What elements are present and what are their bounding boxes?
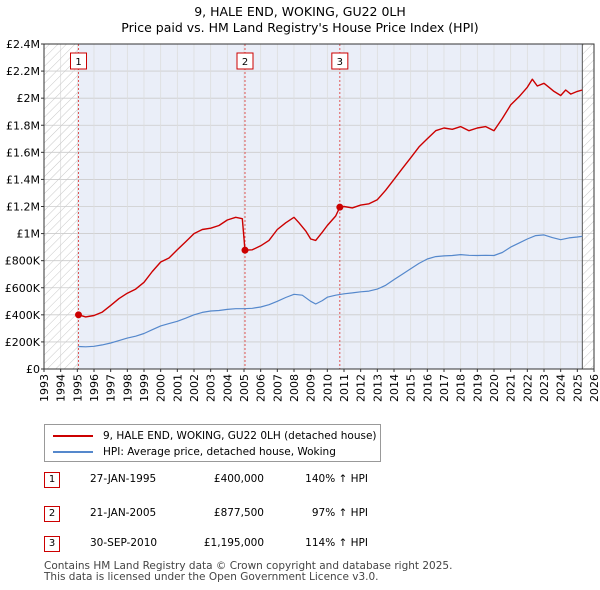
footer: Contains HM Land Registry data © Crown c… bbox=[44, 561, 452, 583]
y-tick-label: £200K bbox=[5, 336, 41, 349]
x-tick-label: 1993 bbox=[38, 374, 51, 402]
chart-subtitle: Price paid vs. HM Land Registry's House … bbox=[121, 20, 479, 35]
sale-marker-label: 2 bbox=[242, 57, 248, 68]
hatch-after-data bbox=[582, 44, 594, 369]
y-tick-label: £1.4M bbox=[6, 173, 40, 186]
x-tick-label: 2024 bbox=[555, 374, 568, 402]
x-tick-label: 2003 bbox=[205, 374, 218, 402]
sale-point bbox=[336, 203, 344, 211]
x-tick-label: 2008 bbox=[288, 374, 301, 402]
x-tick-label: 2005 bbox=[238, 374, 251, 402]
x-tick-label: 2000 bbox=[155, 374, 168, 402]
legend-item-property: 9, HALE END, WOKING, GU22 0LH (detached … bbox=[53, 428, 377, 444]
legend: 9, HALE END, WOKING, GU22 0LH (detached … bbox=[44, 424, 381, 462]
price-chart: 1 2 3 £0 £200K £400K £600K £800K £1M £1.2M £1.4M £… bbox=[5, 38, 600, 402]
x-tick-label: 2026 bbox=[588, 374, 600, 402]
sale-hpi-change: 97% ↑ HPI bbox=[311, 507, 368, 519]
sale-number-badge: 3 bbox=[44, 536, 60, 552]
hpi-line bbox=[78, 234, 583, 348]
x-tick-label: 2021 bbox=[505, 374, 518, 402]
x-tick-label: 2002 bbox=[188, 374, 201, 402]
y-tick-label: £1.2M bbox=[6, 201, 40, 214]
chart-title-block: 9, HALE END, WOKING, GU22 0LH Price paid… bbox=[0, 4, 600, 36]
sale-date: 30-SEP-2010 bbox=[90, 537, 158, 549]
sale-marker-label: 1 bbox=[75, 57, 81, 68]
x-tick-label: 1997 bbox=[105, 374, 118, 402]
y-tick-label: £400K bbox=[5, 309, 41, 322]
sale-row: 3 30-SEP-2010 £1,195,000 114% ↑ HPI bbox=[44, 536, 464, 556]
sale-row: 2 21-JAN-2005 £877,500 97% ↑ HPI bbox=[44, 506, 464, 526]
sale-marker-box bbox=[236, 52, 254, 70]
sale-number-badge: 2 bbox=[44, 506, 60, 522]
x-tick-label: 2012 bbox=[355, 374, 368, 402]
x-tick-label: 2018 bbox=[455, 374, 468, 402]
x-tick-label: 2010 bbox=[321, 374, 334, 402]
legend-swatch-property bbox=[53, 435, 93, 437]
sale-marker-box bbox=[70, 52, 87, 70]
y-tick-label: £600K bbox=[5, 282, 41, 295]
x-tick-label: 2007 bbox=[271, 374, 284, 402]
y-tick-label: £1.8M bbox=[6, 119, 40, 132]
x-tick-label: 1999 bbox=[138, 374, 151, 402]
x-tick-label: 2017 bbox=[438, 374, 451, 402]
x-tick-label: 2025 bbox=[571, 374, 584, 402]
x-tick-label: 2011 bbox=[338, 374, 351, 402]
y-tick-label: £2M bbox=[17, 92, 41, 105]
y-tick-label: £2.2M bbox=[6, 65, 40, 78]
sale-number-badge: 1 bbox=[44, 472, 60, 488]
x-tick-label: 2023 bbox=[538, 374, 551, 402]
sale-point bbox=[75, 311, 82, 319]
footer-copyright: Contains HM Land Registry data © Crown c… bbox=[44, 560, 453, 572]
x-tick-label: 2001 bbox=[171, 374, 184, 402]
x-tick-label: 2013 bbox=[371, 374, 384, 402]
x-tick-label: 1998 bbox=[121, 374, 134, 402]
x-tick-label: 2015 bbox=[405, 374, 418, 402]
x-tick-label: 2019 bbox=[471, 374, 484, 402]
legend-label-property: 9, HALE END, WOKING, GU22 0LH (detached … bbox=[103, 430, 377, 442]
hatch-before-data bbox=[44, 44, 79, 369]
y-tick-label: £800K bbox=[5, 255, 41, 268]
legend-item-hpi: HPI: Average price, detached house, Woki… bbox=[53, 444, 336, 460]
footer-licence: This data is licensed under the Open Gov… bbox=[44, 571, 379, 583]
x-tick-label: 1996 bbox=[88, 374, 101, 402]
property-price-line bbox=[78, 78, 583, 318]
x-tick-label: 1995 bbox=[71, 374, 84, 402]
x-tick-label: 2009 bbox=[305, 374, 318, 402]
x-tick-label: 2022 bbox=[521, 374, 534, 402]
sale-price: £1,195,000 bbox=[203, 537, 264, 549]
x-tick-label: 2004 bbox=[221, 374, 234, 402]
sale-date: 27-JAN-1995 bbox=[90, 473, 157, 485]
sale-price: £877,500 bbox=[213, 507, 264, 519]
x-tick-label: 2006 bbox=[255, 374, 268, 402]
sale-date: 21-JAN-2005 bbox=[90, 507, 157, 519]
legend-label-hpi: HPI: Average price, detached house, Woki… bbox=[103, 446, 336, 458]
x-tick-label: 1994 bbox=[55, 374, 68, 402]
y-tick-label: £1.6M bbox=[6, 146, 40, 159]
x-tick-label: 2016 bbox=[421, 374, 434, 402]
x-tick-label: 2020 bbox=[488, 374, 501, 402]
sale-marker-box bbox=[331, 52, 349, 70]
sale-hpi-change: 114% ↑ HPI bbox=[305, 537, 368, 549]
sale-price: £400,000 bbox=[213, 473, 264, 485]
sale-row: 1 27-JAN-1995 £400,000 140% ↑ HPI bbox=[44, 472, 464, 492]
y-tick-label: £2.4M bbox=[6, 38, 40, 51]
legend-swatch-hpi bbox=[53, 451, 93, 453]
sale-point bbox=[241, 246, 249, 254]
sale-marker-label: 3 bbox=[337, 57, 343, 68]
y-tick-label: £1M bbox=[17, 228, 41, 241]
y-tick-label: £0 bbox=[26, 363, 40, 376]
chart-title: 9, HALE END, WOKING, GU22 0LH bbox=[194, 4, 406, 19]
sale-hpi-change: 140% ↑ HPI bbox=[305, 473, 368, 485]
x-tick-label: 2014 bbox=[388, 374, 401, 402]
